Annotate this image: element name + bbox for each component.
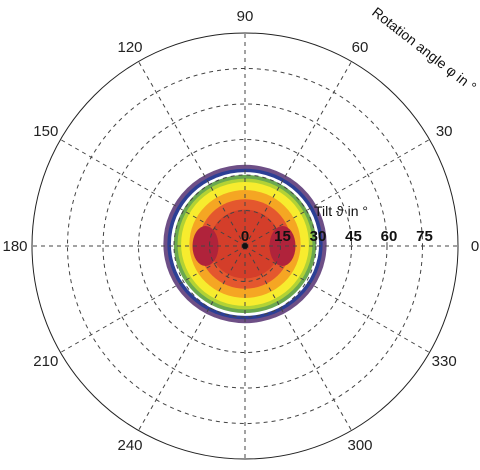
angular-gridline-120 [138,61,246,247]
radial-tick-label-15: 15 [274,228,291,245]
radial-gridline-30 [173,174,317,318]
angular-gridline-150 [60,139,246,247]
plot-area: 0 30 60 90 120 150 180 210 240 270 300 330 0 15 30 45 60… [2,8,479,470]
angular-gridline-60 [244,61,352,247]
angular-gridline-300 [244,245,352,431]
angular-axis-title: Rotation angle φ in ° [369,4,479,95]
hotspot-0 [269,226,296,266]
angular-tick-label-90: 90 [237,8,254,25]
angular-gridline-240 [138,245,246,431]
angular-tick-label-300: 300 [347,437,372,454]
angular-gridline-30 [244,139,430,247]
angular-tick-label-0: 0 [471,238,479,255]
angular-gridline-210 [60,245,246,353]
angular-tick-label-150: 150 [33,123,58,140]
radial-tick-label-45: 45 [345,228,362,245]
radial-tick-label-30: 30 [310,228,327,245]
angular-tick-label-60: 60 [352,39,369,56]
center-point [242,243,248,249]
radial-tick-label-75: 75 [416,228,433,245]
radial-axis-title: Tilt ϑ in ° [314,203,368,219]
angular-gridline-330 [244,245,430,353]
angular-tick-label-120: 120 [117,39,142,56]
radial-tick-label-0: 0 [241,228,249,245]
hotspot-1 [192,226,219,266]
angular-tick-label-30: 30 [436,123,453,140]
radial-tick-label-60: 60 [381,228,398,245]
angular-tick-label-270: 270 [232,468,257,470]
angular-tick-label-180: 180 [2,238,27,255]
angular-tick-label-210: 210 [33,353,58,370]
angular-tick-label-330: 330 [432,353,457,370]
radial-gridline-60 [102,103,388,389]
angular-tick-label-240: 240 [117,437,142,454]
